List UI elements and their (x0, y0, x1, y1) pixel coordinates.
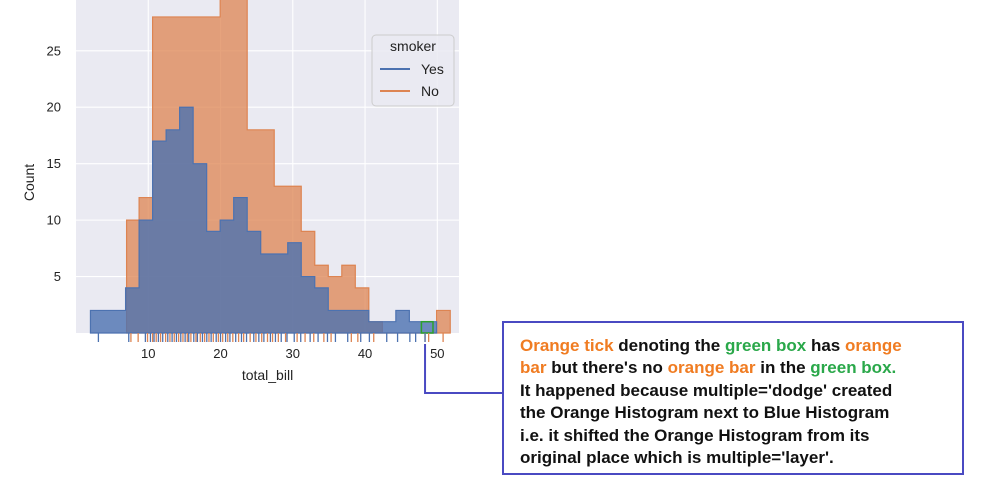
annotation-segment: green box. (810, 358, 897, 378)
y-tick-label-5: 25 (47, 43, 61, 58)
x-tick-label-1: 10 (141, 346, 155, 361)
x-tick-label-3: 30 (286, 346, 300, 361)
legend-frame (371, 34, 455, 107)
legend: smoker Yes No (371, 34, 455, 107)
legend-label-yes: Yes (421, 61, 444, 77)
hist-yes-area (89, 106, 438, 334)
annotation-line-4: the Orange Histogram next to Blue Histog… (520, 402, 948, 424)
annotation-line-5: i.e. it shifted the Orange Histogram fro… (520, 425, 948, 447)
annotation-segment: orange (844, 336, 902, 355)
green-highlight-box (420, 320, 434, 334)
annotation-segment: has (806, 336, 845, 355)
annotation-line-6: original place which is multiple='layer'… (520, 447, 948, 469)
annotation-segment: It happened because multiple='dodge' cre… (520, 380, 893, 400)
annotation-segment: Orange tick (520, 336, 614, 355)
x-tick-label-2: 20 (213, 346, 227, 361)
y-tick-label-2: 10 (47, 213, 61, 228)
annotation-segment: the Orange Histogram next to Blue Histog… (520, 403, 890, 423)
annotation-connector-line (424, 344, 502, 394)
annotation-segment: original place which is multiple='layer'… (520, 448, 834, 468)
y-tick-label-3: 15 (47, 156, 61, 171)
annotation-segment: in the (755, 358, 811, 378)
annotation-segment: but there's no (546, 358, 668, 378)
x-tick-label-5: 50 (430, 346, 444, 361)
x-tick-labels: 10 20 30 40 50 (141, 346, 445, 361)
annotation-segment: bar (520, 358, 547, 378)
y-tick-labels: 5 10 15 20 25 (47, 43, 61, 284)
y-axis-label: Count (21, 164, 37, 201)
annotation-segment: green box (724, 336, 807, 355)
x-tick-label-4: 40 (358, 346, 372, 361)
y-tick-label-1: 5 (54, 269, 61, 284)
annotation-segment: i.e. it shifted the Orange Histogram fro… (520, 425, 870, 445)
annotation-segment: denoting the (613, 336, 725, 355)
x-axis-label: total_bill (242, 367, 293, 383)
histogram-series (89, 0, 451, 334)
annotation-box: Orange tick denoting the green box has o… (502, 321, 964, 475)
annotation-line-1: Orange tick denoting the green box has o… (520, 335, 948, 357)
legend-label-no: No (421, 83, 439, 99)
annotation-segment: orange bar (667, 358, 756, 378)
annotation-line-2: bar but there's no orange bar in the gre… (520, 357, 948, 379)
annotation-line-3: It happened because multiple='dodge' cre… (520, 380, 948, 402)
y-tick-label-4: 20 (47, 100, 61, 115)
legend-title: smoker (390, 38, 436, 54)
rug-ticks (97, 333, 444, 342)
